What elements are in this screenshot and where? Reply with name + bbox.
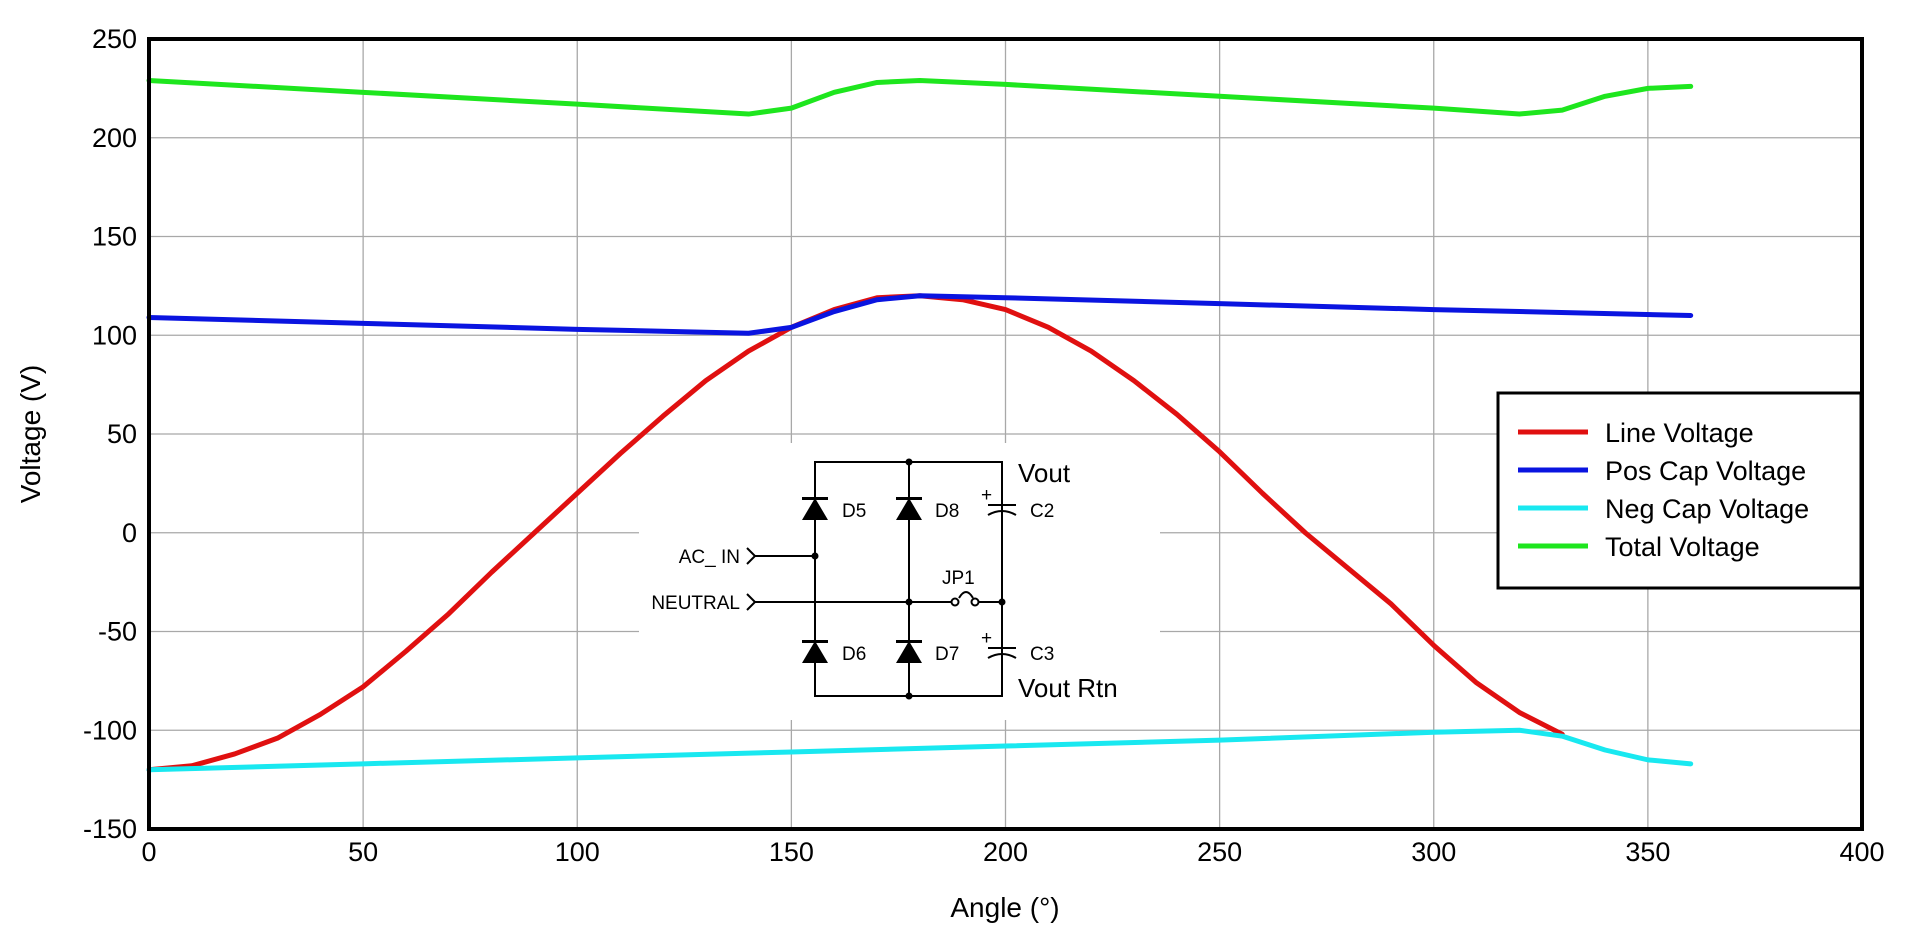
legend-box	[1496, 391, 1863, 590]
schematic-background	[639, 443, 1160, 720]
d6-label: D6	[842, 644, 866, 665]
d6-diode-icon	[802, 640, 828, 663]
jp1-pin	[950, 597, 960, 607]
c2-capacitor	[987, 504, 1017, 516]
d8-label: D8	[935, 501, 959, 522]
x-tick-label: 400	[1839, 837, 1884, 867]
x-tick-label: 0	[141, 837, 156, 867]
series-line-total-voltage	[146, 77, 1694, 117]
d5-diode-icon	[802, 497, 828, 520]
y-axis-label: Voltage (V)	[15, 365, 46, 504]
y-tick-label: 150	[92, 222, 137, 252]
legend-label-pos-cap: Pos Cap Voltage	[1605, 456, 1806, 486]
c2-label: C2	[1030, 501, 1054, 522]
y-tick-label: 100	[92, 320, 137, 350]
x-tick-label: 200	[983, 837, 1028, 867]
x-tick-label: 100	[555, 837, 600, 867]
x-axis-label: Angle (°)	[950, 892, 1059, 923]
x-tick-label: 300	[1411, 837, 1456, 867]
y-tick-label: -50	[98, 617, 137, 647]
jp1-pin	[970, 597, 980, 607]
junction-dot	[905, 598, 913, 606]
x-tick-label: 350	[1625, 837, 1670, 867]
legend-label-neg-cap: Neg Cap Voltage	[1605, 494, 1809, 524]
legend: Line Voltage Pos Cap Voltage Neg Cap Vol…	[1496, 391, 1863, 590]
series-line-pos-cap-voltage	[146, 293, 1694, 336]
series-line-neg-cap-voltage	[146, 727, 1694, 773]
junction-dot	[905, 458, 913, 466]
bridge-wires	[755, 461, 1003, 697]
c3-plus: +	[981, 628, 992, 649]
c3-label: C3	[1030, 644, 1054, 665]
legend-label-line-voltage: Line Voltage	[1605, 418, 1754, 448]
vout-rtn-label: Vout Rtn	[1018, 673, 1118, 703]
y-tick-label: -150	[83, 814, 137, 844]
tick-labels: 0 50 100 150 200 250 300 350 400 -150 -100 -50 0 50 10…	[83, 24, 1885, 867]
junction-dot	[905, 692, 913, 700]
y-tick-label: 250	[92, 24, 137, 54]
d8-diode-icon	[896, 497, 922, 520]
jp1-jumper	[958, 591, 974, 599]
neutral-connector	[746, 593, 757, 611]
legend-label-total: Total Voltage	[1605, 532, 1760, 562]
d7-diode-icon	[896, 640, 922, 663]
junction-dot	[811, 552, 819, 560]
y-tick-label: -100	[83, 715, 137, 745]
c2-plus: +	[981, 485, 992, 506]
x-tick-label: 250	[1197, 837, 1242, 867]
y-tick-label: 50	[107, 419, 137, 449]
ac-in-label: AC_ IN	[679, 547, 740, 568]
c3-capacitor	[987, 647, 1017, 659]
y-tick-label: 200	[92, 123, 137, 153]
y-tick-label: 0	[122, 518, 137, 548]
ac-in-connector	[746, 547, 757, 565]
d7-label: D7	[935, 644, 959, 665]
d5-label: D5	[842, 501, 866, 522]
vout-label: Vout	[1018, 458, 1071, 488]
x-tick-label: 150	[769, 837, 814, 867]
jp1-label: JP1	[942, 568, 975, 589]
x-tick-label: 50	[348, 837, 378, 867]
schematic-inset: AC_ IN NEUTRAL D5 D8 D6 D7 C2 C3 + + JP1…	[639, 443, 1160, 720]
junction-dot	[998, 598, 1006, 606]
series-lines	[146, 77, 1694, 773]
neutral-label: NEUTRAL	[651, 593, 740, 614]
